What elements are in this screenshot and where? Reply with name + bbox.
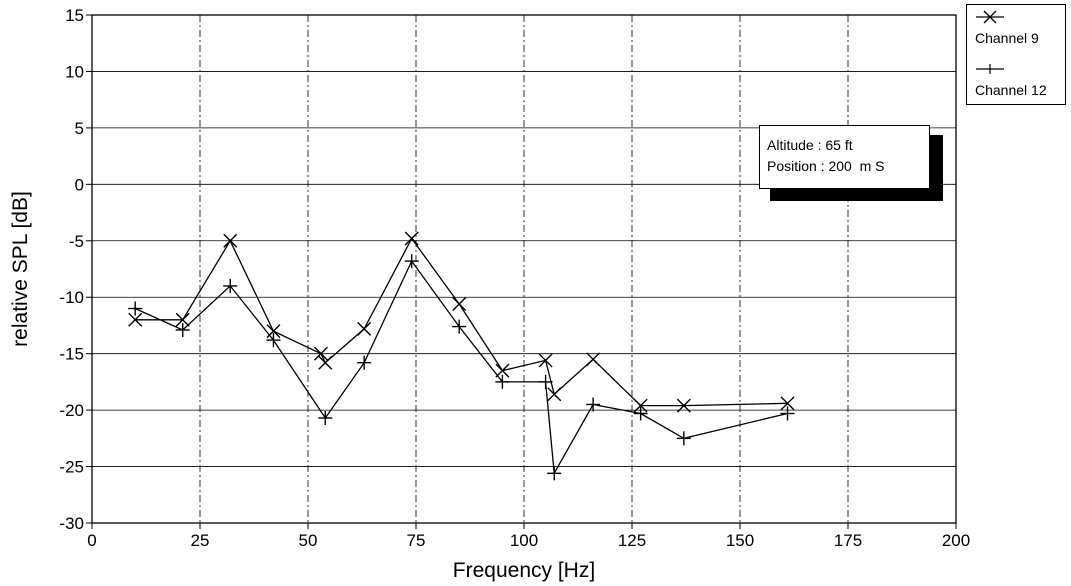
legend: Channel 9 Channel 12 <box>966 4 1066 105</box>
marker-stroke <box>313 346 328 361</box>
data-point-channel-9 <box>538 353 553 368</box>
x-tick-label: 50 <box>299 531 318 550</box>
x-tick-label: 125 <box>618 531 646 550</box>
x-tick-label: 25 <box>191 531 210 550</box>
data-point-channel-12 <box>547 466 562 481</box>
data-point-channel-12 <box>175 322 190 337</box>
y-axis-title: relative SPL [dB] <box>9 191 32 347</box>
x-tick-label: 175 <box>834 531 862 550</box>
data-point-channel-9 <box>495 363 510 378</box>
data-point-channel-9 <box>676 398 691 413</box>
tick-labels: 0 25 50 75 100 125 150 175 200151050-5-10-15-20-… <box>59 6 970 550</box>
data-point-channel-12 <box>404 254 419 269</box>
plot-area <box>91 14 957 524</box>
data-point-channel-9 <box>128 312 143 327</box>
x-axis-title: Frequency [Hz] <box>453 559 595 582</box>
data-point-channel-9 <box>633 398 648 413</box>
legend-label: Channel 9 <box>975 30 1039 46</box>
marker-stroke <box>175 312 190 327</box>
marker-stroke <box>452 297 467 311</box>
data-point-channel-12 <box>780 406 795 421</box>
marker-stroke <box>495 363 510 378</box>
data-point-channel-12 <box>495 374 510 389</box>
legend-entry-channel-9: Channel 9 <box>967 5 1065 53</box>
annotation-altitude: Altitude : 65 ft <box>767 137 853 153</box>
y-tick-label: -30 <box>59 514 84 533</box>
marker-stroke <box>404 231 419 246</box>
data-point-channel-12 <box>538 374 553 389</box>
legend-entry-channel-12: Channel 12 <box>967 57 1065 105</box>
series-line-channel-9 <box>135 237 788 407</box>
y-tick-label: 0 <box>75 175 84 194</box>
marker-stroke <box>586 352 601 367</box>
marker-stroke <box>223 233 238 248</box>
data-point-channel-12 <box>676 431 691 446</box>
legend-plus-marker-icon <box>976 64 1004 74</box>
y-tick-label: -10 <box>59 288 84 307</box>
data-point-channel-9 <box>313 346 328 361</box>
x-tick-label: 0 <box>87 531 96 550</box>
data-point-channel-12 <box>266 333 281 348</box>
y-tick-label: 10 <box>65 62 84 81</box>
data-point-channel-9 <box>586 352 601 367</box>
marker-stroke <box>633 398 648 413</box>
x-tick-label: 75 <box>407 531 426 550</box>
marker-stroke <box>318 355 333 370</box>
y-tick-label: -25 <box>59 458 84 477</box>
marker-stroke <box>128 312 143 327</box>
data-point-channel-9 <box>404 231 419 246</box>
legend-x-marker-icon <box>976 10 1004 24</box>
x-tick-label: 150 <box>726 531 754 550</box>
marker-stroke <box>547 387 562 402</box>
data-point-channel-9 <box>175 312 190 327</box>
grid-lines <box>86 14 957 529</box>
marker-stroke <box>357 321 372 336</box>
y-tick-label: 15 <box>65 6 84 25</box>
y-tick-label: -15 <box>59 345 84 364</box>
data-point-channel-12 <box>452 319 467 334</box>
data-point-channel-12 <box>357 355 372 370</box>
data-point-channel-9 <box>357 321 372 336</box>
data-point-channel-9 <box>223 233 238 248</box>
data-point-channel-12 <box>586 397 601 412</box>
data-point-channel-9 <box>547 387 562 402</box>
y-tick-label: 5 <box>75 119 84 138</box>
y-tick-label: -20 <box>59 401 84 420</box>
x-tick-label: 100 <box>510 531 538 550</box>
data-point-channel-9 <box>452 297 467 311</box>
marker-stroke <box>538 353 553 368</box>
series-layer <box>128 231 795 481</box>
marker-stroke <box>780 396 795 411</box>
y-tick-label: -5 <box>69 232 84 251</box>
x-tick-label: 200 <box>942 531 970 550</box>
data-point-channel-9 <box>318 355 333 370</box>
annotation-box: Altitude : 65 ft Position : 200 m S <box>759 125 930 189</box>
series-line-channel-12 <box>134 259 788 476</box>
legend-label: Channel 12 <box>975 82 1047 98</box>
data-point-channel-12 <box>318 411 333 426</box>
marker-stroke <box>676 398 691 413</box>
annotation-position: Position : 200 m S <box>767 158 885 174</box>
data-point-channel-12 <box>633 406 648 421</box>
data-point-channel-12 <box>128 301 143 316</box>
data-point-channel-12 <box>223 278 238 293</box>
data-point-channel-9 <box>780 396 795 411</box>
